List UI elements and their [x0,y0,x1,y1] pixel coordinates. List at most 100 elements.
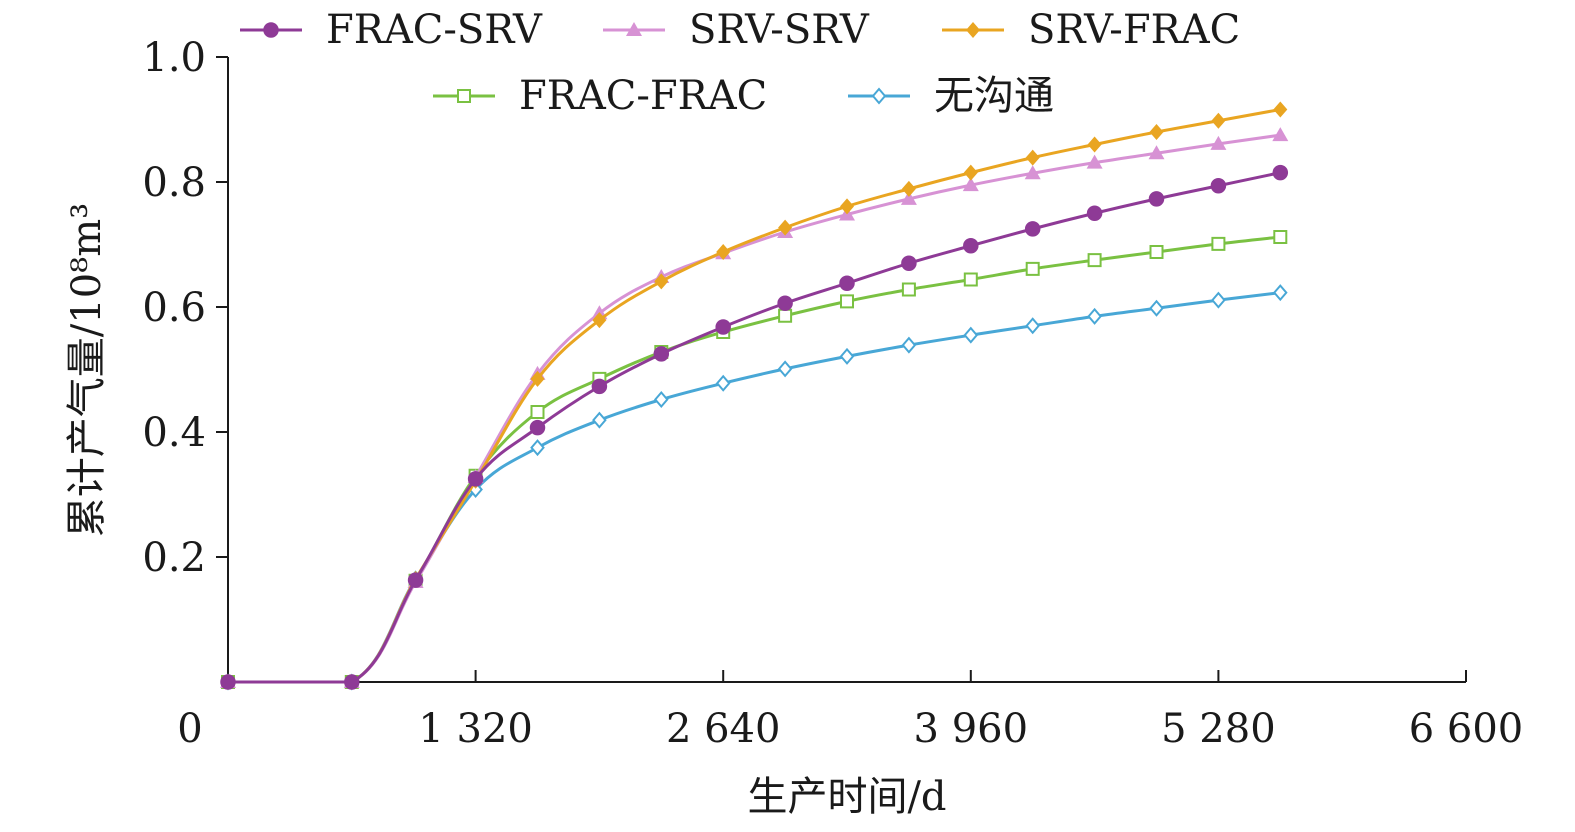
series-无沟通 [220,284,1288,691]
x-tick-label: 0 [177,706,202,752]
data-point [653,390,669,409]
legend-marker [626,22,642,36]
data-point [592,312,607,329]
y-tick-label: 1.0 [142,35,206,81]
legend-marker [457,89,471,103]
data-point [1210,178,1227,194]
data-point [1211,236,1226,251]
x-ticks: 0 1 320 2 640 3 960 5 280 6 600 [177,670,1523,752]
legend-item-无沟通: 无沟通 [848,73,1054,119]
legend-label: SRV-FRAC [1028,7,1240,53]
series-line [227,171,1281,684]
legend: FRAC-SRV SRV-SRV SRV-FRAC FRAC-FRAC 无沟通 [240,7,1240,119]
data-point [778,219,793,236]
data-point [901,255,917,271]
data-point [1087,253,1102,268]
legend-item-FRAC-SRV: FRAC-SRV [240,7,543,53]
data-point [1025,261,1040,276]
legend-label: SRV-SRV [689,7,870,53]
plot-area: 0.2 0.4 0.6 0.8 1.0 0 1 320 2 640 3 960 5 280 6 6… [142,35,1523,752]
legend-label: FRAC-FRAC [519,73,767,119]
data-point [900,190,917,205]
series-SRV-FRAC [221,101,1288,690]
y-tick-label: 0.6 [142,285,206,331]
data-point [1272,164,1289,181]
data-point [777,360,793,378]
data-point [963,272,978,287]
data-point [1273,230,1288,244]
data-point [220,674,236,690]
legend-label: 无沟通 [934,73,1054,119]
data-point [530,370,545,387]
y-tick-label: 0.8 [142,160,206,206]
series-FRAC-FRAC [221,230,1288,689]
data-point [901,180,916,197]
data-point [1211,291,1226,309]
data-point [962,177,979,192]
data-point [1148,145,1165,160]
data-point [344,674,360,690]
data-point [592,411,607,429]
x-tick-label: 3 960 [914,706,1029,752]
series-line [227,108,1281,684]
data-point [1086,205,1103,221]
data-point [901,282,916,297]
legend-item-SRV-SRV: SRV-SRV [603,7,870,53]
data-point [1024,221,1041,237]
data-point [1272,284,1288,302]
data-point [654,273,669,290]
data-point [1149,299,1164,317]
legend-marker [966,22,980,38]
data-point [840,198,854,215]
y-ticks: 0.2 0.4 0.6 0.8 1.0 [142,35,228,581]
data-point [963,164,978,181]
data-point [1024,165,1041,180]
y-axis-title: 累计产气量/10⁸m³ [64,203,110,537]
data-point [1025,149,1040,166]
data-point [1272,127,1289,142]
data-point [1087,136,1102,153]
data-point [1148,191,1165,207]
data-point [777,295,793,311]
series-SRV-SRV [220,127,1289,688]
data-point [653,346,670,362]
data-point [963,238,979,254]
series-FRAC-SRV [220,164,1289,690]
legend-item-SRV-FRAC: SRV-FRAC [942,7,1240,53]
data-point [1025,317,1041,335]
data-point [901,336,917,354]
data-point [715,374,731,392]
legend-marker [871,87,887,105]
series-group [220,101,1289,691]
data-point [591,378,608,395]
legend-marker [263,22,279,38]
data-point [778,308,793,323]
data-point [1087,307,1102,325]
data-point [840,294,854,309]
series-line [227,133,1281,684]
x-tick-label: 5 280 [1161,706,1276,752]
legend-item-FRAC-FRAC: FRAC-FRAC [433,73,767,119]
x-axis-title: 生产时间/d [747,774,946,820]
legend-label: FRAC-SRV [326,7,543,53]
x-tick-label: 6 600 [1409,706,1524,752]
data-point [1210,135,1227,150]
data-point [1273,101,1288,118]
data-point [716,244,731,260]
data-point [467,471,484,487]
y-tick-label: 0.2 [142,535,206,581]
data-point [1211,112,1226,129]
series-line [227,291,1281,684]
x-tick-label: 2 640 [666,706,781,752]
data-point [529,419,546,436]
y-tick-label: 0.4 [142,410,206,456]
data-point [1086,154,1103,169]
x-tick-label: 1 320 [418,706,533,752]
data-point [839,347,855,365]
data-point [530,439,545,457]
data-point [1149,245,1164,259]
data-point [715,319,731,335]
data-point [1149,124,1164,140]
data-point [407,572,424,588]
